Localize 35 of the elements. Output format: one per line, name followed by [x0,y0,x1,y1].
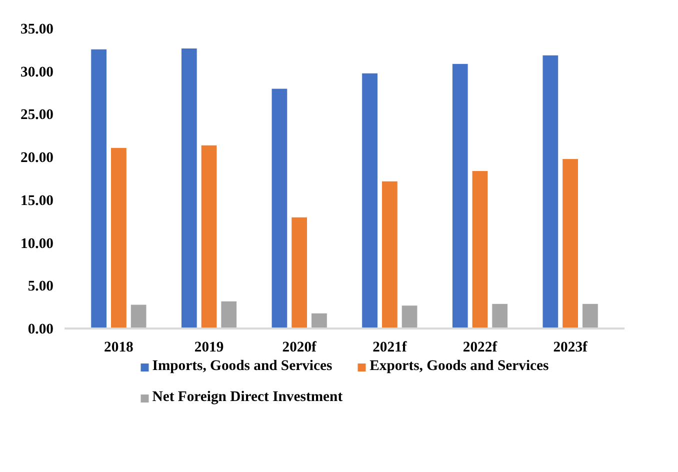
bar [542,54,559,328]
bar [472,170,488,328]
legend-label: Imports, Goods and Services [152,358,332,375]
y-tick-label: 30.00 [20,64,54,80]
bar [271,88,288,328]
bar [200,144,218,328]
y-tick-label: 0.00 [28,322,54,338]
x-tick-label: 2022f [462,340,498,356]
bar [562,158,579,328]
y-tick-label: 20.00 [20,150,54,166]
x-tick-label: 2021f [372,340,408,356]
bar [130,304,147,328]
bar [311,312,328,328]
x-tick-label: 2023f [553,340,589,356]
bar [180,48,198,328]
x-tick-label: 2019 [194,340,224,356]
bar [582,303,598,328]
bar [362,72,378,328]
bar [492,303,508,328]
bar [401,305,418,328]
y-tick-label: 10.00 [20,236,54,252]
bar [381,180,398,328]
bar [220,300,238,328]
legend-label: Exports, Goods and Services [370,358,549,375]
y-tick-label: 15.00 [20,192,54,209]
bar [90,48,108,328]
bar [110,147,127,328]
x-tick-label: 2018 [104,340,134,356]
y-tick-label: 5.00 [28,278,54,295]
bar [452,63,468,328]
y-tick-label: 35.00 [20,22,54,38]
bar [291,216,308,328]
y-tick-label: 25.00 [20,107,54,124]
legend-label: Net Foreign Direct Investment [152,389,343,406]
x-tick-label: 2020f [282,340,318,356]
